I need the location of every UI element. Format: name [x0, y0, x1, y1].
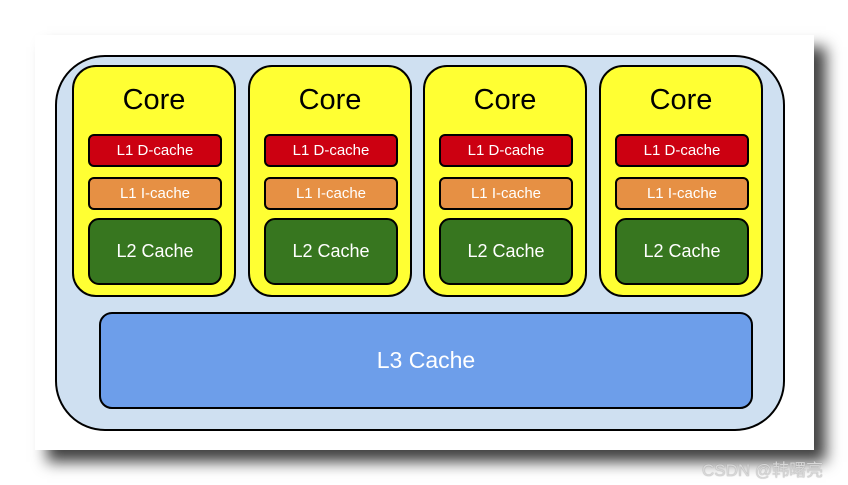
l1-d-cache: L1 D-cache	[264, 134, 398, 167]
core-title: Core	[649, 84, 713, 116]
l2-cache: L2 Cache	[88, 218, 222, 285]
l3-cache: L3 Cache	[99, 312, 753, 409]
watermark: CSDN @韩曙亮	[702, 461, 824, 480]
l2-cache: L2 Cache	[615, 218, 749, 285]
l1-d-cache: L1 D-cache	[439, 134, 573, 167]
l2-cache: L2 Cache	[439, 218, 573, 285]
core-2: Core L1 D-cache L1 I-cache L2 Cache	[248, 65, 412, 297]
core-4: Core L1 D-cache L1 I-cache L2 Cache	[599, 65, 763, 297]
l1-i-cache: L1 I-cache	[439, 177, 573, 210]
l1-d-cache: L1 D-cache	[88, 134, 222, 167]
l2-cache: L2 Cache	[264, 218, 398, 285]
l1-i-cache: L1 I-cache	[264, 177, 398, 210]
l1-i-cache: L1 I-cache	[88, 177, 222, 210]
core-1: Core L1 D-cache L1 I-cache L2 Cache	[72, 65, 236, 297]
core-title: Core	[122, 84, 186, 116]
core-title: Core	[473, 84, 537, 116]
core-title: Core	[298, 84, 362, 116]
l1-d-cache: L1 D-cache	[615, 134, 749, 167]
core-3: Core L1 D-cache L1 I-cache L2 Cache	[423, 65, 587, 297]
l1-i-cache: L1 I-cache	[615, 177, 749, 210]
